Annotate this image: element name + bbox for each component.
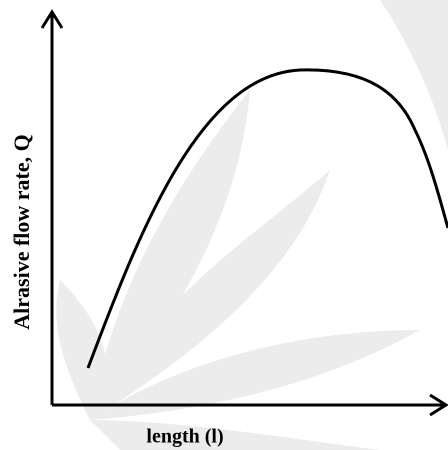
x-axis-arrow (429, 393, 448, 417)
y-axis-label: Alrasive flow rate, Q (9, 134, 34, 330)
y-axis-arrow (40, 9, 64, 29)
curve (86, 68, 448, 369)
watermark (56, 0, 448, 450)
watermark-petal (56, 280, 107, 420)
x-axis-label: length (l) (146, 426, 223, 448)
axes (40, 9, 448, 417)
watermark-petal (90, 170, 330, 420)
watermark-petal (90, 330, 420, 420)
watermark-petal (90, 420, 380, 450)
watermark-petal (380, 0, 448, 150)
watermark-petal (90, 90, 250, 420)
